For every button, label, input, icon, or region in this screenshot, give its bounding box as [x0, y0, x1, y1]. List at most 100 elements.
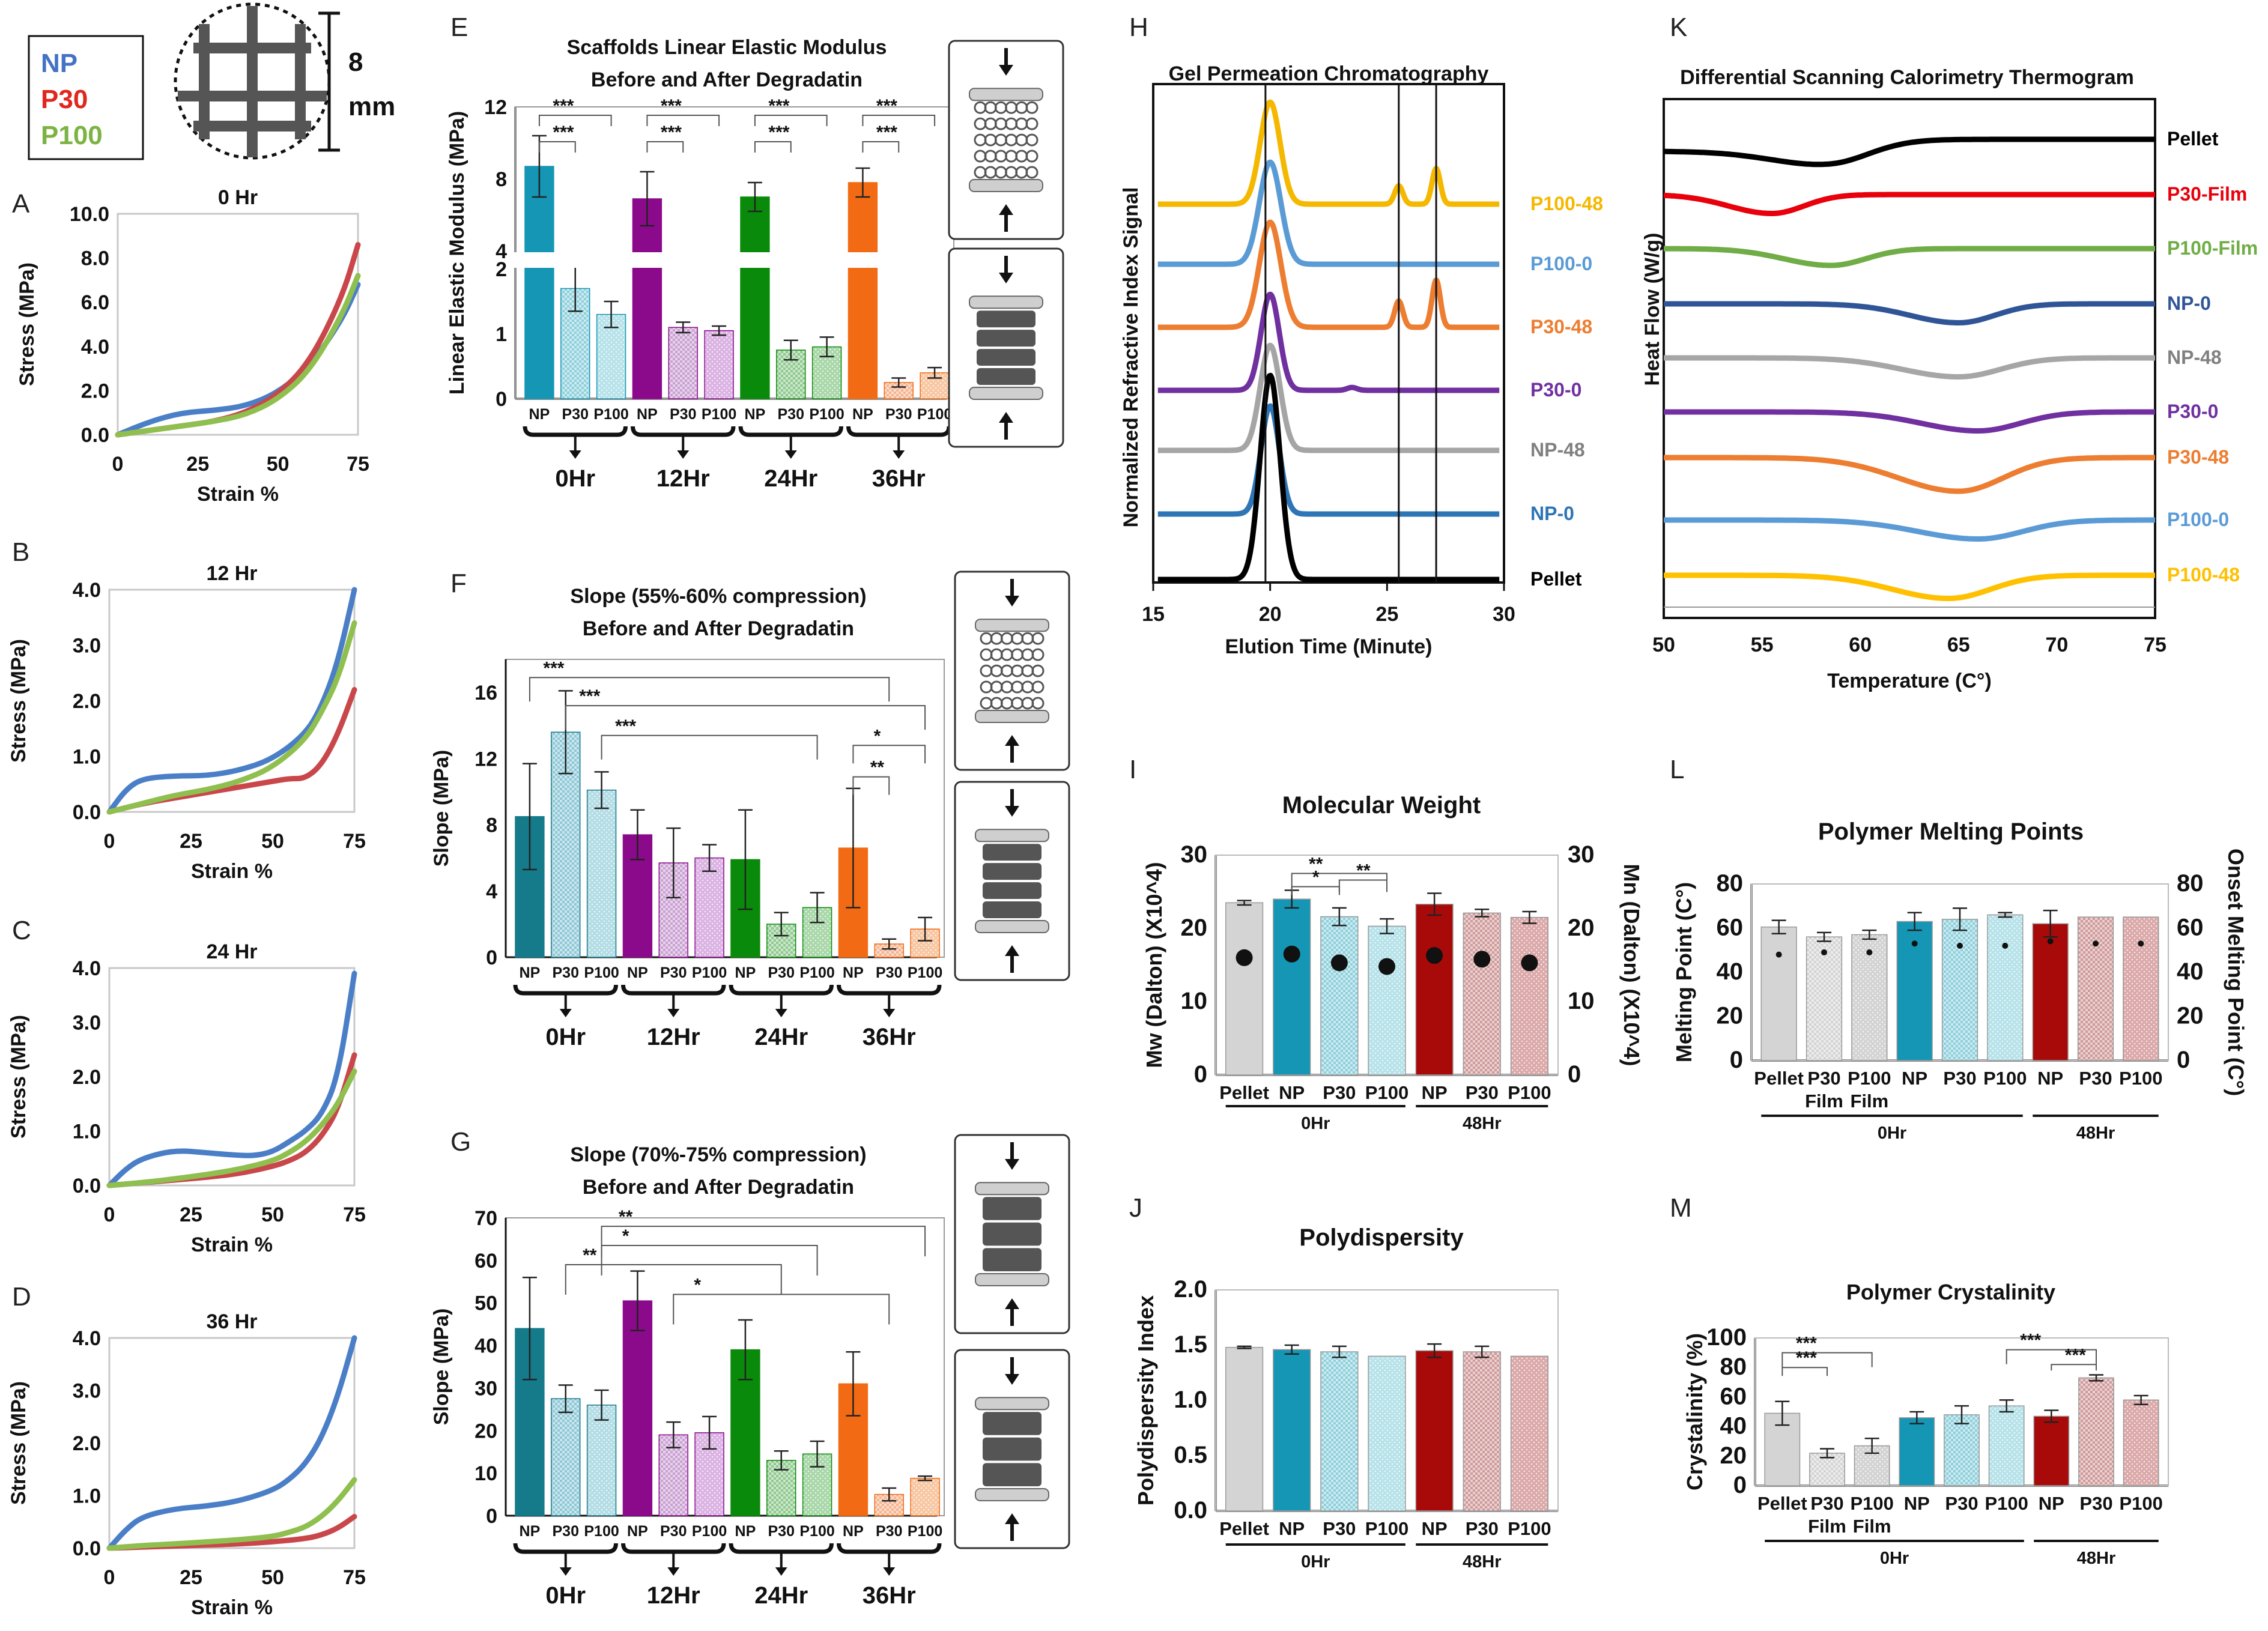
panel-letter-h: H: [1129, 13, 1148, 42]
chart-m-group-label: 0Hr: [1880, 1549, 1909, 1568]
chart-j-ytick: 0.5: [1174, 1442, 1207, 1468]
chart-f-group-arrowhead: [775, 1009, 787, 1017]
chart-j-bar: [1273, 1349, 1311, 1511]
chart-f-xtick: P100: [908, 964, 942, 981]
chart-l-ytick: 40: [1717, 958, 1744, 985]
chart-g-bar: [622, 1300, 653, 1516]
chart-e-sig-bracket: [754, 141, 792, 153]
chart-g-bar: [910, 1477, 940, 1516]
chart-e-sig-label: ***: [661, 96, 682, 116]
chart-l-ytick: 80: [1717, 870, 1744, 897]
chart-e-icon-before-strut: [1025, 133, 1038, 147]
chart-g-icon-after-layer: [983, 1437, 1042, 1461]
chart-j-bar: [1463, 1351, 1501, 1511]
chart-m-ylabel: Crystalinity (%): [1682, 1333, 1707, 1490]
chart-f-sig-bracket: [565, 705, 926, 730]
chart-e-bar: [524, 166, 554, 399]
chart-f-icon-before-strut: [1031, 632, 1045, 645]
chart-e-sig-bracket: [862, 115, 936, 126]
chart-f-sig-bracket: [852, 776, 890, 795]
chart-i-sig-bracket: [1338, 879, 1387, 892]
chart-a-xlabel: Strain %: [197, 483, 279, 506]
chart-c-xtick: 0: [104, 1203, 115, 1226]
chart-i-group-label: 0Hr: [1301, 1114, 1330, 1133]
chart-j-ytick: 0.0: [1174, 1497, 1207, 1524]
chart-k-ylabel: Heat Flow (W/g): [1641, 233, 1664, 386]
chart-f-group-arrowhead: [883, 1009, 896, 1017]
chart-e-icon-before-plate: [969, 179, 1043, 192]
chart-k-series-np-48: [1664, 355, 2155, 380]
chart-i-ytick: 20: [1181, 915, 1208, 941]
chart-e-xtick: P30: [778, 406, 804, 423]
chart-l-bar: [1987, 914, 2024, 1061]
chart-e-bar: [847, 182, 878, 399]
chart-m-title: Polymer Crystalinity: [1846, 1280, 2055, 1304]
chart-i-mn-point: [1236, 949, 1253, 966]
chart-f-icon-after-layer: [983, 863, 1042, 880]
chart-g-icon-after-arrowhead: [1005, 1374, 1019, 1385]
chart-e-sig-bracket: [538, 141, 576, 153]
chart-g-xtick: NP: [627, 1523, 648, 1540]
chart-a-ylabel: Stress (MPa): [16, 262, 38, 386]
chart-m-ytick: 80: [1720, 1354, 1747, 1380]
chart-j-bar: [1415, 1350, 1454, 1511]
chart-i-ylabel: Mw (Dalton) (X10^4): [1142, 862, 1166, 1068]
chart-f-xtick: NP: [627, 964, 648, 981]
chart-e-sig-label: ***: [768, 96, 789, 116]
chart-k-xtick: 75: [2144, 634, 2166, 656]
chart-j-xtick: P100: [1508, 1518, 1551, 1539]
chart-g-icon-before-arrowhead: [1005, 1159, 1019, 1170]
chart-f-icon-after-arrowhead: [1005, 945, 1019, 956]
chart-k-series-label: P30-0: [2167, 401, 2218, 422]
chart-e-xtick: P30: [885, 406, 912, 423]
chart-f-ytick: 16: [475, 682, 497, 704]
chart-a-plot-frame: [117, 213, 359, 436]
chart-e-bar: [740, 196, 770, 399]
chart-g-ytick: 20: [475, 1420, 497, 1442]
panel-letter-c: C: [12, 916, 31, 945]
legend-p30: P30: [41, 85, 88, 114]
chart-j-ytick: 1.0: [1174, 1387, 1207, 1413]
chart-e-icon-after-arrowhead: [999, 273, 1013, 283]
chart-l-onset-point: [2002, 942, 2009, 949]
chart-f-xtick: P30: [553, 964, 579, 981]
chart-l-xtick: P30: [1807, 1068, 1840, 1089]
chart-f-icon-after-plate: [975, 920, 1049, 933]
chart-b-title: 12 Hr: [206, 562, 257, 585]
chart-k-series-p30-0: [1664, 409, 2155, 434]
chart-e-ytick: 8: [496, 168, 507, 191]
chart-k-series-label: NP-48: [2167, 346, 2222, 368]
chart-e-xtick: P100: [917, 406, 952, 423]
chart-m-bar: [1988, 1405, 2025, 1486]
chart-f-group-bracket: [729, 984, 834, 996]
chart-b-xtick: 0: [104, 830, 115, 853]
chart-i-sig-label: **: [1309, 855, 1323, 874]
chart-g-ytick: 70: [475, 1207, 497, 1230]
chart-k-xtick: 70: [2045, 634, 2068, 656]
chart-f-bar: [586, 789, 617, 958]
chart-e-icon-before-arrowhead: [999, 204, 1013, 215]
chart-e-subtitle: Before and After Degradatin: [591, 68, 863, 91]
chart-i-xtick: P100: [1508, 1082, 1551, 1103]
chart-l-y2label: Onset Melting Point (C°): [2224, 849, 2248, 1096]
chart-a-series-p100: [115, 273, 361, 438]
size-unit: mm: [348, 92, 395, 121]
chart-c-series-p100: [106, 1068, 357, 1188]
chart-g-xtick: NP: [843, 1523, 864, 1540]
chart-f-group-label: 36Hr: [863, 1024, 916, 1050]
chart-m-bar: [2078, 1377, 2114, 1486]
chart-j-ytick: 2.0: [1174, 1276, 1207, 1303]
chart-g-ytick: 30: [475, 1377, 497, 1400]
chart-i-ytick: 10: [1181, 988, 1208, 1014]
chart-i-xtick: P30: [1466, 1082, 1499, 1103]
chart-l-y2tick: 80: [2177, 870, 2204, 897]
chart-i-y2tick: 30: [1568, 841, 1595, 868]
chart-m-xtick: P30: [1810, 1493, 1843, 1514]
chart-l-bar: [1760, 926, 1797, 1061]
chart-h-xtick: 30: [1493, 603, 1515, 626]
chart-k-series-p30-film: [1663, 192, 2155, 217]
chart-j-title: Polydispersity: [1299, 1224, 1464, 1251]
chart-b-series-p100: [106, 620, 357, 815]
chart-h-series-p100-48: [1156, 99, 1501, 207]
